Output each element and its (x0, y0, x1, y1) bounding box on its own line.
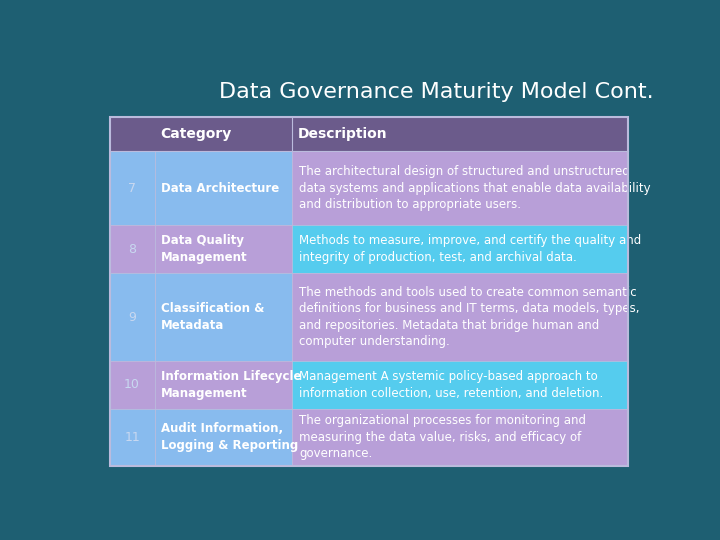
Text: Data Quality
Management: Data Quality Management (161, 234, 248, 264)
Bar (109, 117, 629, 466)
Text: Category: Category (161, 127, 232, 141)
Text: 11: 11 (125, 431, 140, 444)
Bar (292, 361, 629, 409)
Bar (155, 225, 292, 273)
Text: 9: 9 (128, 310, 136, 323)
Text: Information Lifecycle
Management: Information Lifecycle Management (161, 370, 302, 400)
Text: Description: Description (298, 127, 387, 141)
Bar (155, 151, 292, 225)
Bar (109, 409, 155, 466)
Bar (109, 151, 155, 225)
Text: The methods and tools used to create common semantic
definitions for business an: The methods and tools used to create com… (299, 286, 639, 348)
Bar (109, 225, 155, 273)
Text: The architectural design of structured and unstructured
data systems and applica: The architectural design of structured a… (299, 165, 650, 211)
Bar (109, 273, 155, 361)
Text: Data Governance Maturity Model Cont.: Data Governance Maturity Model Cont. (219, 82, 653, 102)
Text: The organizational processes for monitoring and
measuring the data value, risks,: The organizational processes for monitor… (299, 414, 586, 461)
Text: Methods to measure, improve, and certify the quality and
integrity of production: Methods to measure, improve, and certify… (299, 234, 641, 264)
Bar (109, 361, 155, 409)
Text: Data Architecture: Data Architecture (161, 182, 279, 195)
Bar (155, 273, 292, 361)
Bar (155, 361, 292, 409)
Bar (155, 409, 292, 466)
Text: 10: 10 (124, 379, 140, 392)
Bar (292, 151, 629, 225)
Text: Management A systemic policy-based approach to
information collection, use, rete: Management A systemic policy-based appro… (299, 370, 603, 400)
Bar (292, 225, 629, 273)
Text: 7: 7 (128, 182, 136, 195)
Text: Audit Information,
Logging & Reporting: Audit Information, Logging & Reporting (161, 422, 299, 453)
Bar (109, 117, 629, 151)
Text: Classification &
Metadata: Classification & Metadata (161, 302, 265, 332)
Bar (292, 273, 629, 361)
Bar (292, 409, 629, 466)
Text: 8: 8 (128, 242, 136, 255)
